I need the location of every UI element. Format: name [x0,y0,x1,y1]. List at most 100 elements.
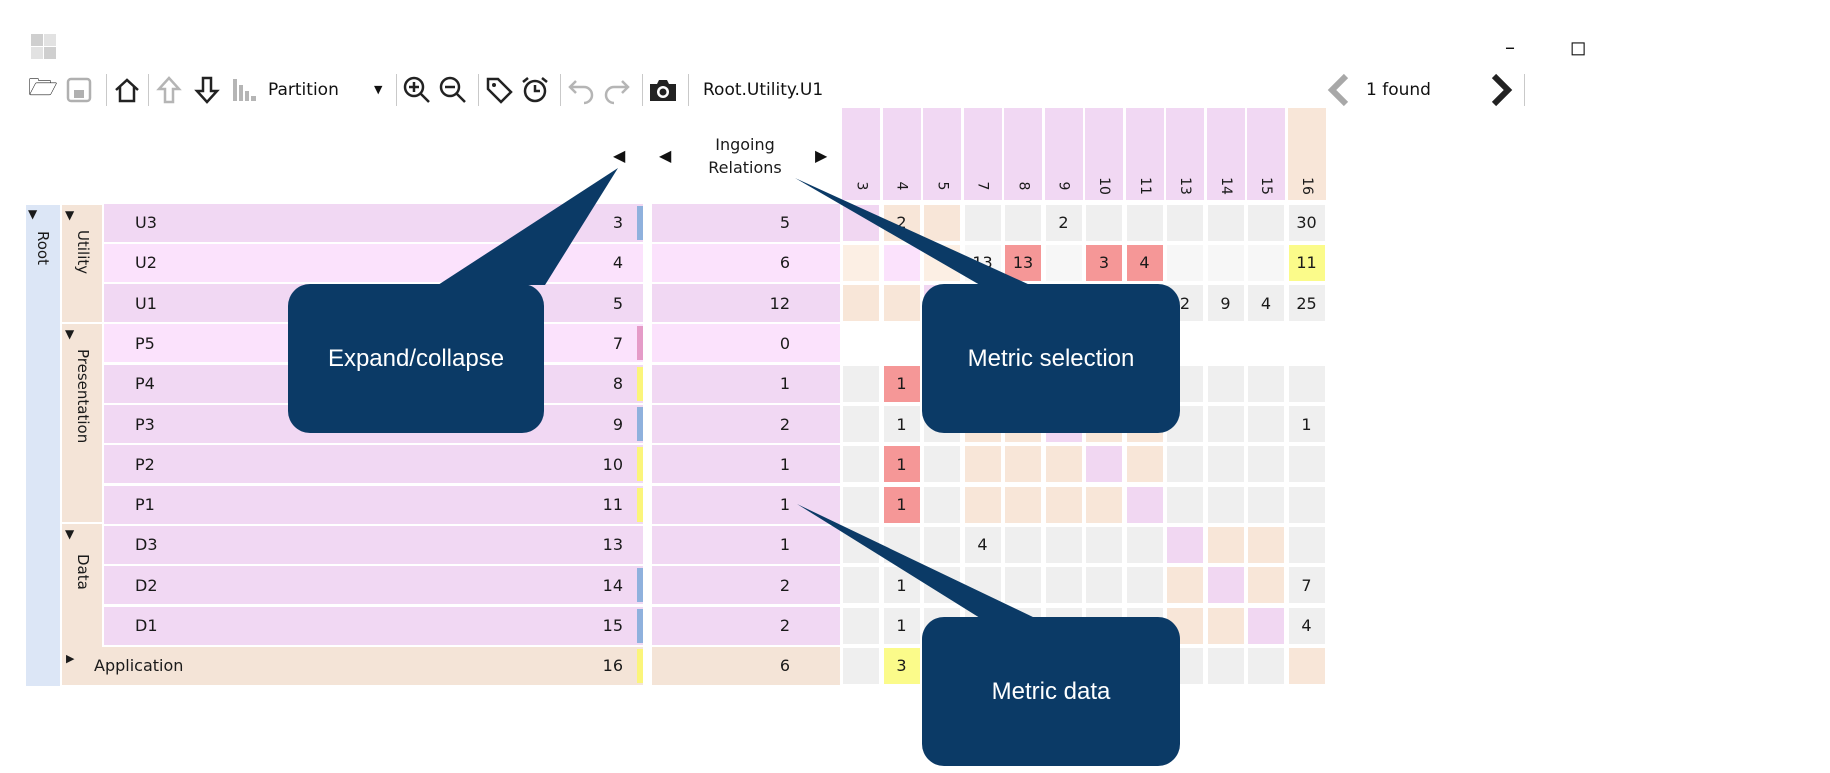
save-icon[interactable] [62,71,96,109]
zoom-in-icon[interactable] [400,71,434,109]
view-mode-select[interactable]: Partition ▼ [268,74,382,106]
matrix-cell[interactable] [1206,646,1245,685]
matrix-cell[interactable] [1206,203,1245,242]
matrix-cell[interactable] [1085,445,1123,484]
matrix-cell[interactable] [842,284,880,323]
matrix-cell[interactable] [1166,243,1204,282]
column-header[interactable]: 9 [1044,108,1083,200]
matrix-cell[interactable] [1247,203,1285,242]
undo-icon[interactable] [564,71,598,109]
matrix-cell[interactable] [842,324,880,363]
matrix-cell[interactable] [1287,525,1326,564]
matrix-cell[interactable]: 4 [963,525,1002,564]
metric-selector[interactable]: Ingoing Relations [690,133,800,179]
collapse-all-icon[interactable]: ◀ [613,146,626,165]
matrix-cell[interactable] [842,364,880,403]
column-header[interactable]: 7 [963,108,1002,200]
camera-icon[interactable] [646,71,680,109]
matrix-cell[interactable] [1287,445,1326,484]
matrix-cell[interactable]: 9 [1206,284,1245,323]
redo-icon[interactable] [600,71,634,109]
matrix-cell[interactable]: 3 [1085,243,1123,282]
tag-icon[interactable] [482,71,516,109]
table-row[interactable]: D2 14 [104,566,643,605]
matrix-cell[interactable] [1004,566,1042,605]
collapse-data-icon[interactable]: ▼ [65,527,75,541]
column-header[interactable]: 3 [842,108,880,200]
alarm-clock-icon[interactable] [518,71,552,109]
matrix-cell[interactable] [1206,485,1245,524]
matrix-cell[interactable] [1085,525,1123,564]
matrix-cell[interactable]: 4 [1125,243,1164,282]
matrix-cell[interactable] [842,606,880,645]
minimize-button[interactable]: – [1505,35,1515,59]
matrix-cell[interactable] [882,243,921,282]
open-folder-icon[interactable]: 🗁 [28,72,58,101]
matrix-cell[interactable]: 13 [1004,243,1042,282]
metric-prev-icon[interactable]: ◀ [659,146,672,165]
matrix-cell[interactable]: 3 [882,646,921,685]
collapse-root-icon[interactable]: ▼ [28,207,38,221]
metric-next-icon[interactable]: ▶ [815,146,828,165]
matrix-cell[interactable] [963,203,1002,242]
matrix-cell[interactable] [1206,525,1245,564]
matrix-cell[interactable] [1287,485,1326,524]
matrix-cell[interactable] [1085,203,1123,242]
matrix-cell[interactable] [1206,324,1245,363]
matrix-cell[interactable] [882,284,921,323]
matrix-cell[interactable] [1044,566,1083,605]
matrix-cell[interactable] [1125,485,1164,524]
column-header[interactable]: 14 [1206,108,1245,200]
matrix-cell[interactable] [1125,525,1164,564]
table-row[interactable]: D1 15 [104,606,643,645]
zoom-out-icon[interactable] [436,71,470,109]
matrix-cell[interactable] [1247,405,1285,443]
matrix-cell[interactable] [1004,445,1042,484]
matrix-cell[interactable] [1206,606,1245,645]
next-result-icon[interactable] [1484,71,1518,109]
column-header[interactable]: 10 [1085,108,1123,200]
matrix-cell[interactable] [1247,364,1285,403]
table-row[interactable]: P2 10 [104,445,643,484]
matrix-cell[interactable] [923,485,961,524]
matrix-cell[interactable] [963,445,1002,484]
matrix-cell[interactable] [923,445,961,484]
matrix-cell[interactable] [842,405,880,443]
collapse-presentation-icon[interactable]: ▼ [65,327,75,341]
matrix-cell[interactable] [1287,646,1326,685]
matrix-cell[interactable] [1004,203,1042,242]
matrix-cell[interactable] [1044,525,1083,564]
matrix-cell[interactable]: 1 [882,445,921,484]
matrix-cell[interactable] [1166,566,1204,605]
matrix-cell[interactable] [1004,485,1042,524]
matrix-cell[interactable] [1166,445,1204,484]
collapse-utility-icon[interactable]: ▼ [65,208,75,222]
matrix-cell[interactable] [1206,445,1245,484]
expand-application-icon[interactable]: ▶ [66,651,75,665]
root-band[interactable]: ▼ Root [26,205,60,686]
matrix-cell[interactable] [1247,445,1285,484]
matrix-cell[interactable]: 30 [1287,203,1326,242]
matrix-cell[interactable]: 11 [1287,243,1326,282]
matrix-cell[interactable]: 2 [1044,203,1083,242]
group-presentation[interactable]: ▼ Presentation [62,324,102,522]
matrix-cell[interactable]: 1 [882,566,921,605]
matrix-cell[interactable] [842,445,880,484]
matrix-cell[interactable]: 25 [1287,284,1326,323]
table-row[interactable]: D3 13 [104,525,643,564]
table-row[interactable]: P1 11 [104,485,643,524]
matrix-cell[interactable] [1206,566,1245,605]
move-down-icon[interactable] [190,71,224,109]
matrix-cell[interactable] [1166,485,1204,524]
column-header[interactable]: 8 [1004,108,1042,200]
column-header[interactable]: 13 [1166,108,1204,200]
matrix-cell[interactable] [1125,203,1164,242]
matrix-cell[interactable] [1044,445,1083,484]
matrix-cell[interactable]: 4 [1287,606,1326,645]
matrix-cell[interactable] [842,485,880,524]
matrix-cell[interactable] [1166,525,1204,564]
matrix-cell[interactable]: 1 [882,606,921,645]
matrix-cell[interactable] [1206,405,1245,443]
column-header[interactable]: 16 [1287,108,1326,200]
matrix-cell[interactable] [1004,525,1042,564]
